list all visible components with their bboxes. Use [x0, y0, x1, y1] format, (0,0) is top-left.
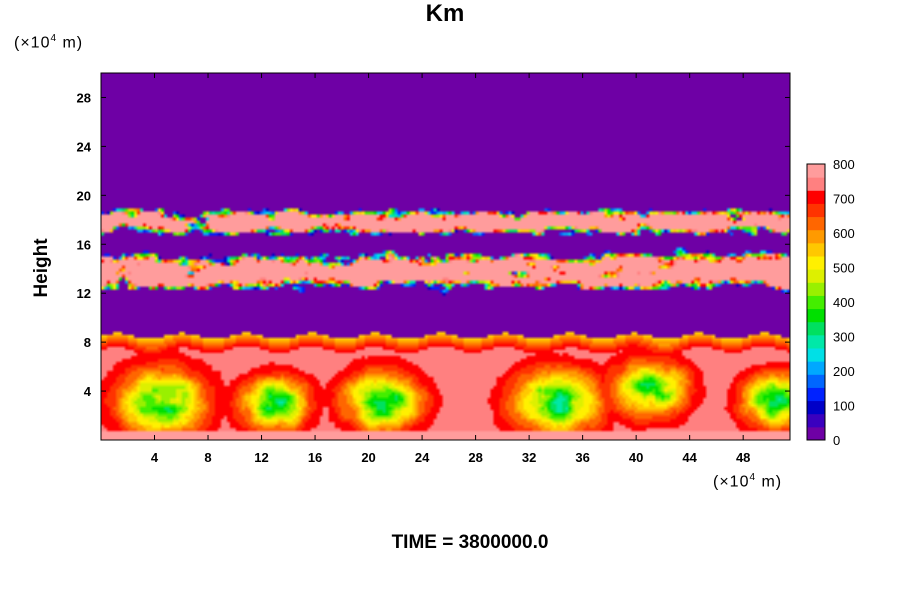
colorbar-tick-label: 200 — [833, 364, 855, 379]
x-tick-label: 44 — [682, 450, 697, 465]
x-tick-label: 36 — [575, 450, 589, 465]
y-unit-label: (×104 m) — [14, 33, 84, 52]
x-tick-label: 12 — [254, 450, 268, 465]
x-tick-label: 48 — [736, 450, 750, 465]
colorbar-tick-label: 600 — [833, 226, 855, 241]
colorbar-tick-label: 700 — [833, 192, 855, 207]
colorbar-swatch — [807, 216, 825, 231]
colorbar-frame — [806, 163, 826, 441]
colorbar-swatch — [807, 242, 825, 257]
colorbar-swatch — [807, 282, 825, 296]
colorbar-swatch — [807, 229, 825, 244]
colorbar-tick-label: 100 — [833, 399, 855, 414]
plot-frame — [100, 72, 791, 441]
x-axis: 4 8 12 16 20 24 28 32 36 40 44 48 — [151, 73, 750, 465]
x-tick-label: 32 — [522, 450, 536, 465]
heatmap-field — [101, 73, 790, 440]
colorbar-swatch — [807, 374, 825, 388]
y-tick-label: 24 — [77, 139, 92, 154]
colorbar: 0 100 200 300 400 500 600 700 800 — [806, 157, 855, 448]
colorbar-swatch — [807, 361, 825, 375]
colorbar-tick-label: 500 — [833, 261, 855, 276]
colorbar-swatch — [807, 256, 825, 270]
y-axis: 4 8 12 16 20 24 28 — [77, 90, 790, 399]
colorbar-swatch — [807, 203, 825, 218]
colorbar-swatch — [807, 426, 825, 441]
x-tick-label: 24 — [415, 450, 430, 465]
colorbar-tick-label: 300 — [833, 330, 855, 345]
x-tick-label: 8 — [204, 450, 211, 465]
colorbar-tick-label: 400 — [833, 295, 855, 310]
colorbar-swatch — [807, 413, 825, 428]
y-tick-label: 8 — [84, 335, 91, 350]
y-tick-label: 12 — [77, 286, 91, 301]
x-tick-label: 16 — [308, 450, 322, 465]
colorbar-swatch — [807, 387, 825, 402]
y-tick-label: 16 — [77, 237, 91, 252]
colorbar-swatch — [807, 308, 825, 323]
colorbar-swatch — [807, 295, 825, 310]
colorbar-swatch — [807, 321, 825, 336]
colorbar-swatch — [807, 177, 825, 191]
x-tick-label: 40 — [629, 450, 643, 465]
y-tick-label: 20 — [77, 188, 91, 203]
colorbar-tick-label: 800 — [833, 157, 855, 172]
colorbar-swatch — [807, 334, 825, 349]
y-tick-label: 28 — [77, 90, 91, 105]
colorbar-swatch — [807, 269, 825, 283]
x-tick-label: 28 — [468, 450, 482, 465]
colorbar-swatch — [807, 348, 825, 362]
x-tick-label: 20 — [361, 450, 375, 465]
time-label: TIME = 3800000.0 — [391, 532, 549, 553]
y-tick-label: 4 — [84, 384, 92, 399]
chart-title: Km — [425, 0, 465, 27]
colorbar-tick-label: 0 — [833, 433, 840, 448]
x-unit-label: (×104 m) — [713, 472, 783, 491]
colorbar-swatch — [807, 164, 825, 178]
colorbar-swatch — [807, 190, 825, 204]
colorbar-swatch — [807, 400, 825, 415]
x-tick-label: 4 — [151, 450, 159, 465]
